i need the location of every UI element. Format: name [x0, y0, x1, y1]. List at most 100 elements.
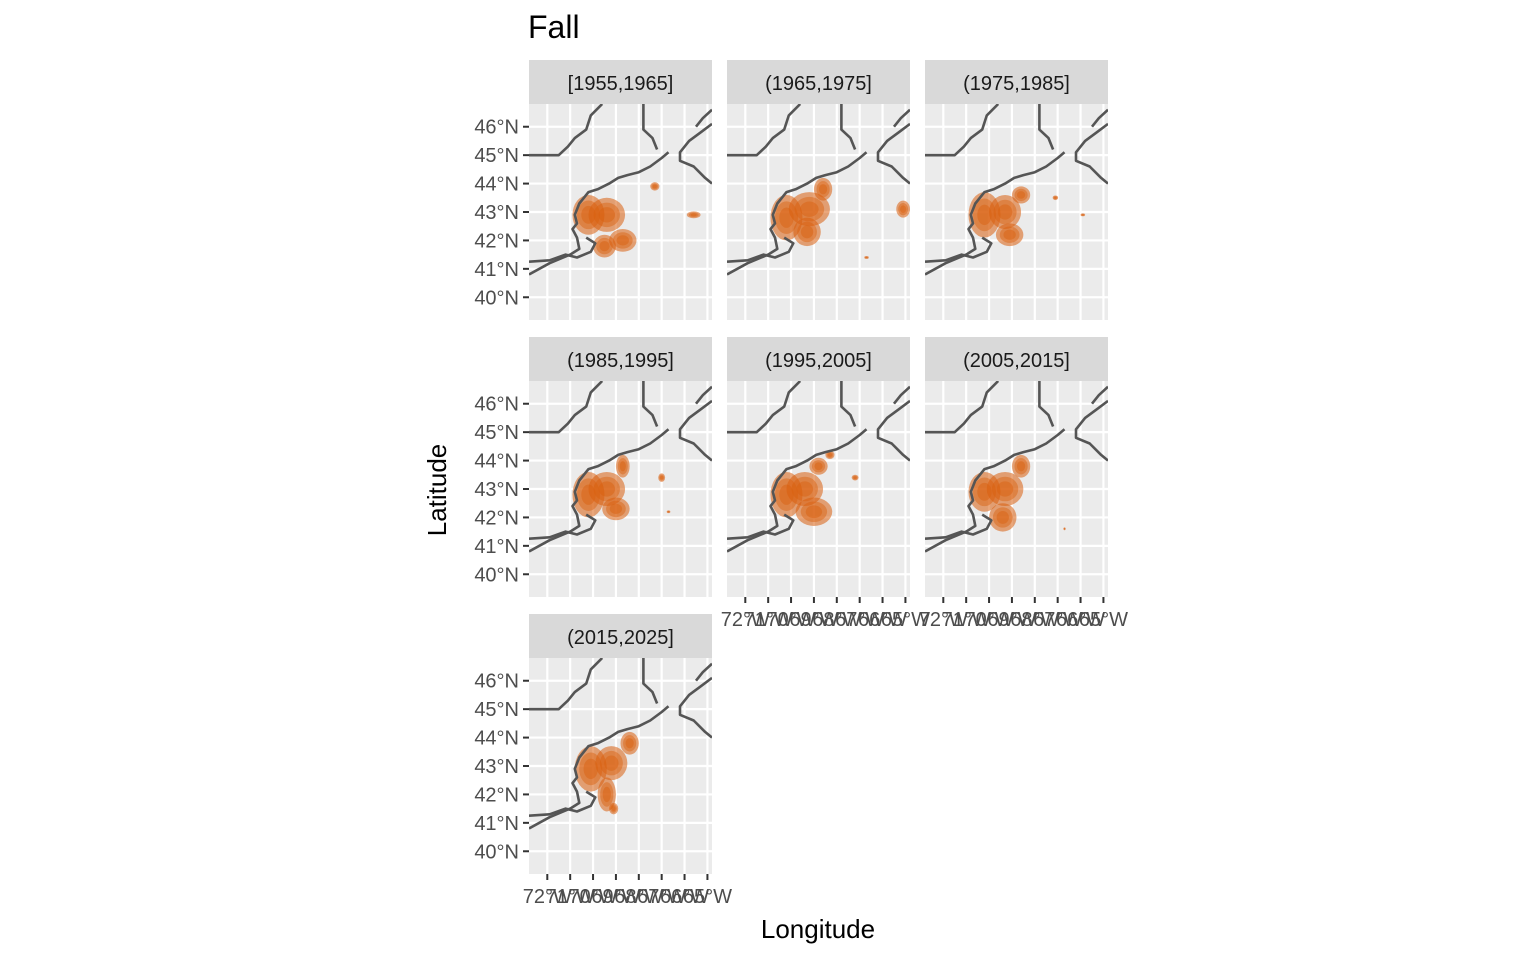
- density-contour: [1016, 461, 1026, 472]
- coastline: [1090, 108, 1108, 128]
- density-contour: [615, 454, 630, 478]
- x-tick-label: 68°W: [812, 609, 861, 631]
- density-contour: [989, 503, 1017, 532]
- coastline: [694, 108, 712, 128]
- density-contour: [864, 256, 869, 259]
- density-contour: [583, 758, 598, 780]
- density-contour: [620, 731, 639, 755]
- y-tick-label: 40°N: [474, 564, 519, 586]
- x-tick-label: 70°W: [568, 886, 617, 908]
- density-contour: [616, 235, 629, 246]
- density-contour: [896, 200, 910, 218]
- coastline: [529, 236, 597, 263]
- density-contour: [996, 511, 1009, 524]
- y-tick-label: 44°N: [474, 728, 519, 750]
- density-contour: [599, 240, 610, 252]
- density-contour: [864, 256, 869, 259]
- coastline: [892, 108, 910, 128]
- coastline: [529, 104, 604, 157]
- density-contour: [999, 226, 1020, 243]
- density-contour: [666, 510, 671, 514]
- y-tick-label: 46°N: [474, 671, 519, 693]
- facet-strip-label: (1995,2005]: [765, 350, 872, 372]
- density-contour: [1011, 186, 1031, 204]
- density-contour: [610, 804, 617, 813]
- density-contour: [602, 786, 611, 803]
- y-tick-label: 42°N: [474, 507, 519, 529]
- density-contour: [600, 782, 614, 807]
- density-contour: [598, 207, 616, 223]
- y-tick-label: 43°N: [474, 479, 519, 501]
- coastline: [529, 513, 597, 540]
- density-contour: [794, 196, 825, 222]
- density-contour: [602, 497, 630, 521]
- density-contour: [686, 211, 701, 219]
- x-tick-label: 70°W: [766, 609, 815, 631]
- coastline: [529, 428, 670, 553]
- facet-panel: [1955,1965] 46°N 45°N 44°N 43°N 42°N 41°N 40°N: [474, 60, 712, 320]
- density-contour: [1003, 229, 1016, 240]
- density-contour: [1063, 527, 1066, 531]
- x-tick-label: 67°W: [835, 609, 884, 631]
- density-contour: [813, 177, 833, 201]
- density-contour: [619, 461, 626, 472]
- facet-panel: (1995,2005] 72°W71°W70°W69°W68°W67°W66°W6…: [721, 337, 930, 631]
- density-contour: [617, 458, 628, 475]
- density-contour: [611, 806, 616, 812]
- density-contour: [786, 471, 824, 507]
- y-tick-label: 40°N: [474, 287, 519, 309]
- facet-panel: (2015,2025] 46°N 45°N 44°N 43°N 42°N 41°N 40°N 7…: [474, 614, 732, 908]
- density-contour: [800, 225, 814, 239]
- density-contour: [1052, 195, 1059, 201]
- y-tick-label: 45°N: [474, 422, 519, 444]
- density-contour: [795, 497, 833, 526]
- coastline: [727, 236, 795, 263]
- density-contour: [826, 451, 834, 458]
- density-contour: [814, 462, 823, 471]
- chart-title: Fall: [528, 9, 580, 45]
- facet-strip: [529, 60, 712, 104]
- density-contour: [690, 213, 697, 217]
- density-contour: [995, 223, 1024, 247]
- density-contour: [660, 475, 664, 480]
- x-tick-label: 71°W: [942, 609, 991, 631]
- density-contour: [599, 750, 623, 776]
- density-contour: [993, 199, 1017, 225]
- density-contour: [898, 203, 909, 216]
- x-tick-label: 66°W: [1056, 609, 1105, 631]
- density-contour: [1053, 196, 1058, 200]
- density-contour: [800, 201, 819, 217]
- coastline: [925, 381, 1000, 434]
- x-tick-label: 66°W: [660, 886, 709, 908]
- x-tick-label: 68°W: [1010, 609, 1059, 631]
- density-contour: [788, 192, 830, 227]
- facet-strip-label: (1985,1995]: [567, 350, 674, 372]
- y-tick-label: 45°N: [474, 145, 519, 167]
- density-contour: [997, 204, 1013, 220]
- coastline: [694, 385, 712, 405]
- density-contour: [1081, 214, 1084, 216]
- coastline: [925, 428, 1066, 553]
- density-contour: [1054, 196, 1057, 199]
- facet-strip-label: (1975,1985]: [963, 73, 1070, 95]
- coastline: [529, 151, 670, 276]
- x-tick-label: 71°W: [744, 609, 793, 631]
- y-tick-label: 44°N: [474, 451, 519, 473]
- density-contour: [1081, 213, 1085, 216]
- x-tick-label: 71°W: [546, 886, 595, 908]
- density-contour: [989, 194, 1022, 230]
- coastline: [529, 381, 604, 434]
- facet-strip-label: [1955,1965]: [568, 73, 674, 95]
- density-contour: [609, 503, 623, 515]
- density-contour: [986, 471, 1024, 507]
- coastline: [876, 399, 910, 462]
- x-tick-label: 68°W: [614, 886, 663, 908]
- density-contour: [1011, 454, 1031, 478]
- density-contour: [865, 256, 868, 259]
- density-contour: [796, 481, 814, 497]
- facet-strip: [727, 60, 910, 104]
- density-contour: [991, 476, 1019, 502]
- y-tick-label: 46°N: [474, 394, 519, 416]
- density-contour: [667, 511, 670, 513]
- y-tick-label: 40°N: [474, 841, 519, 863]
